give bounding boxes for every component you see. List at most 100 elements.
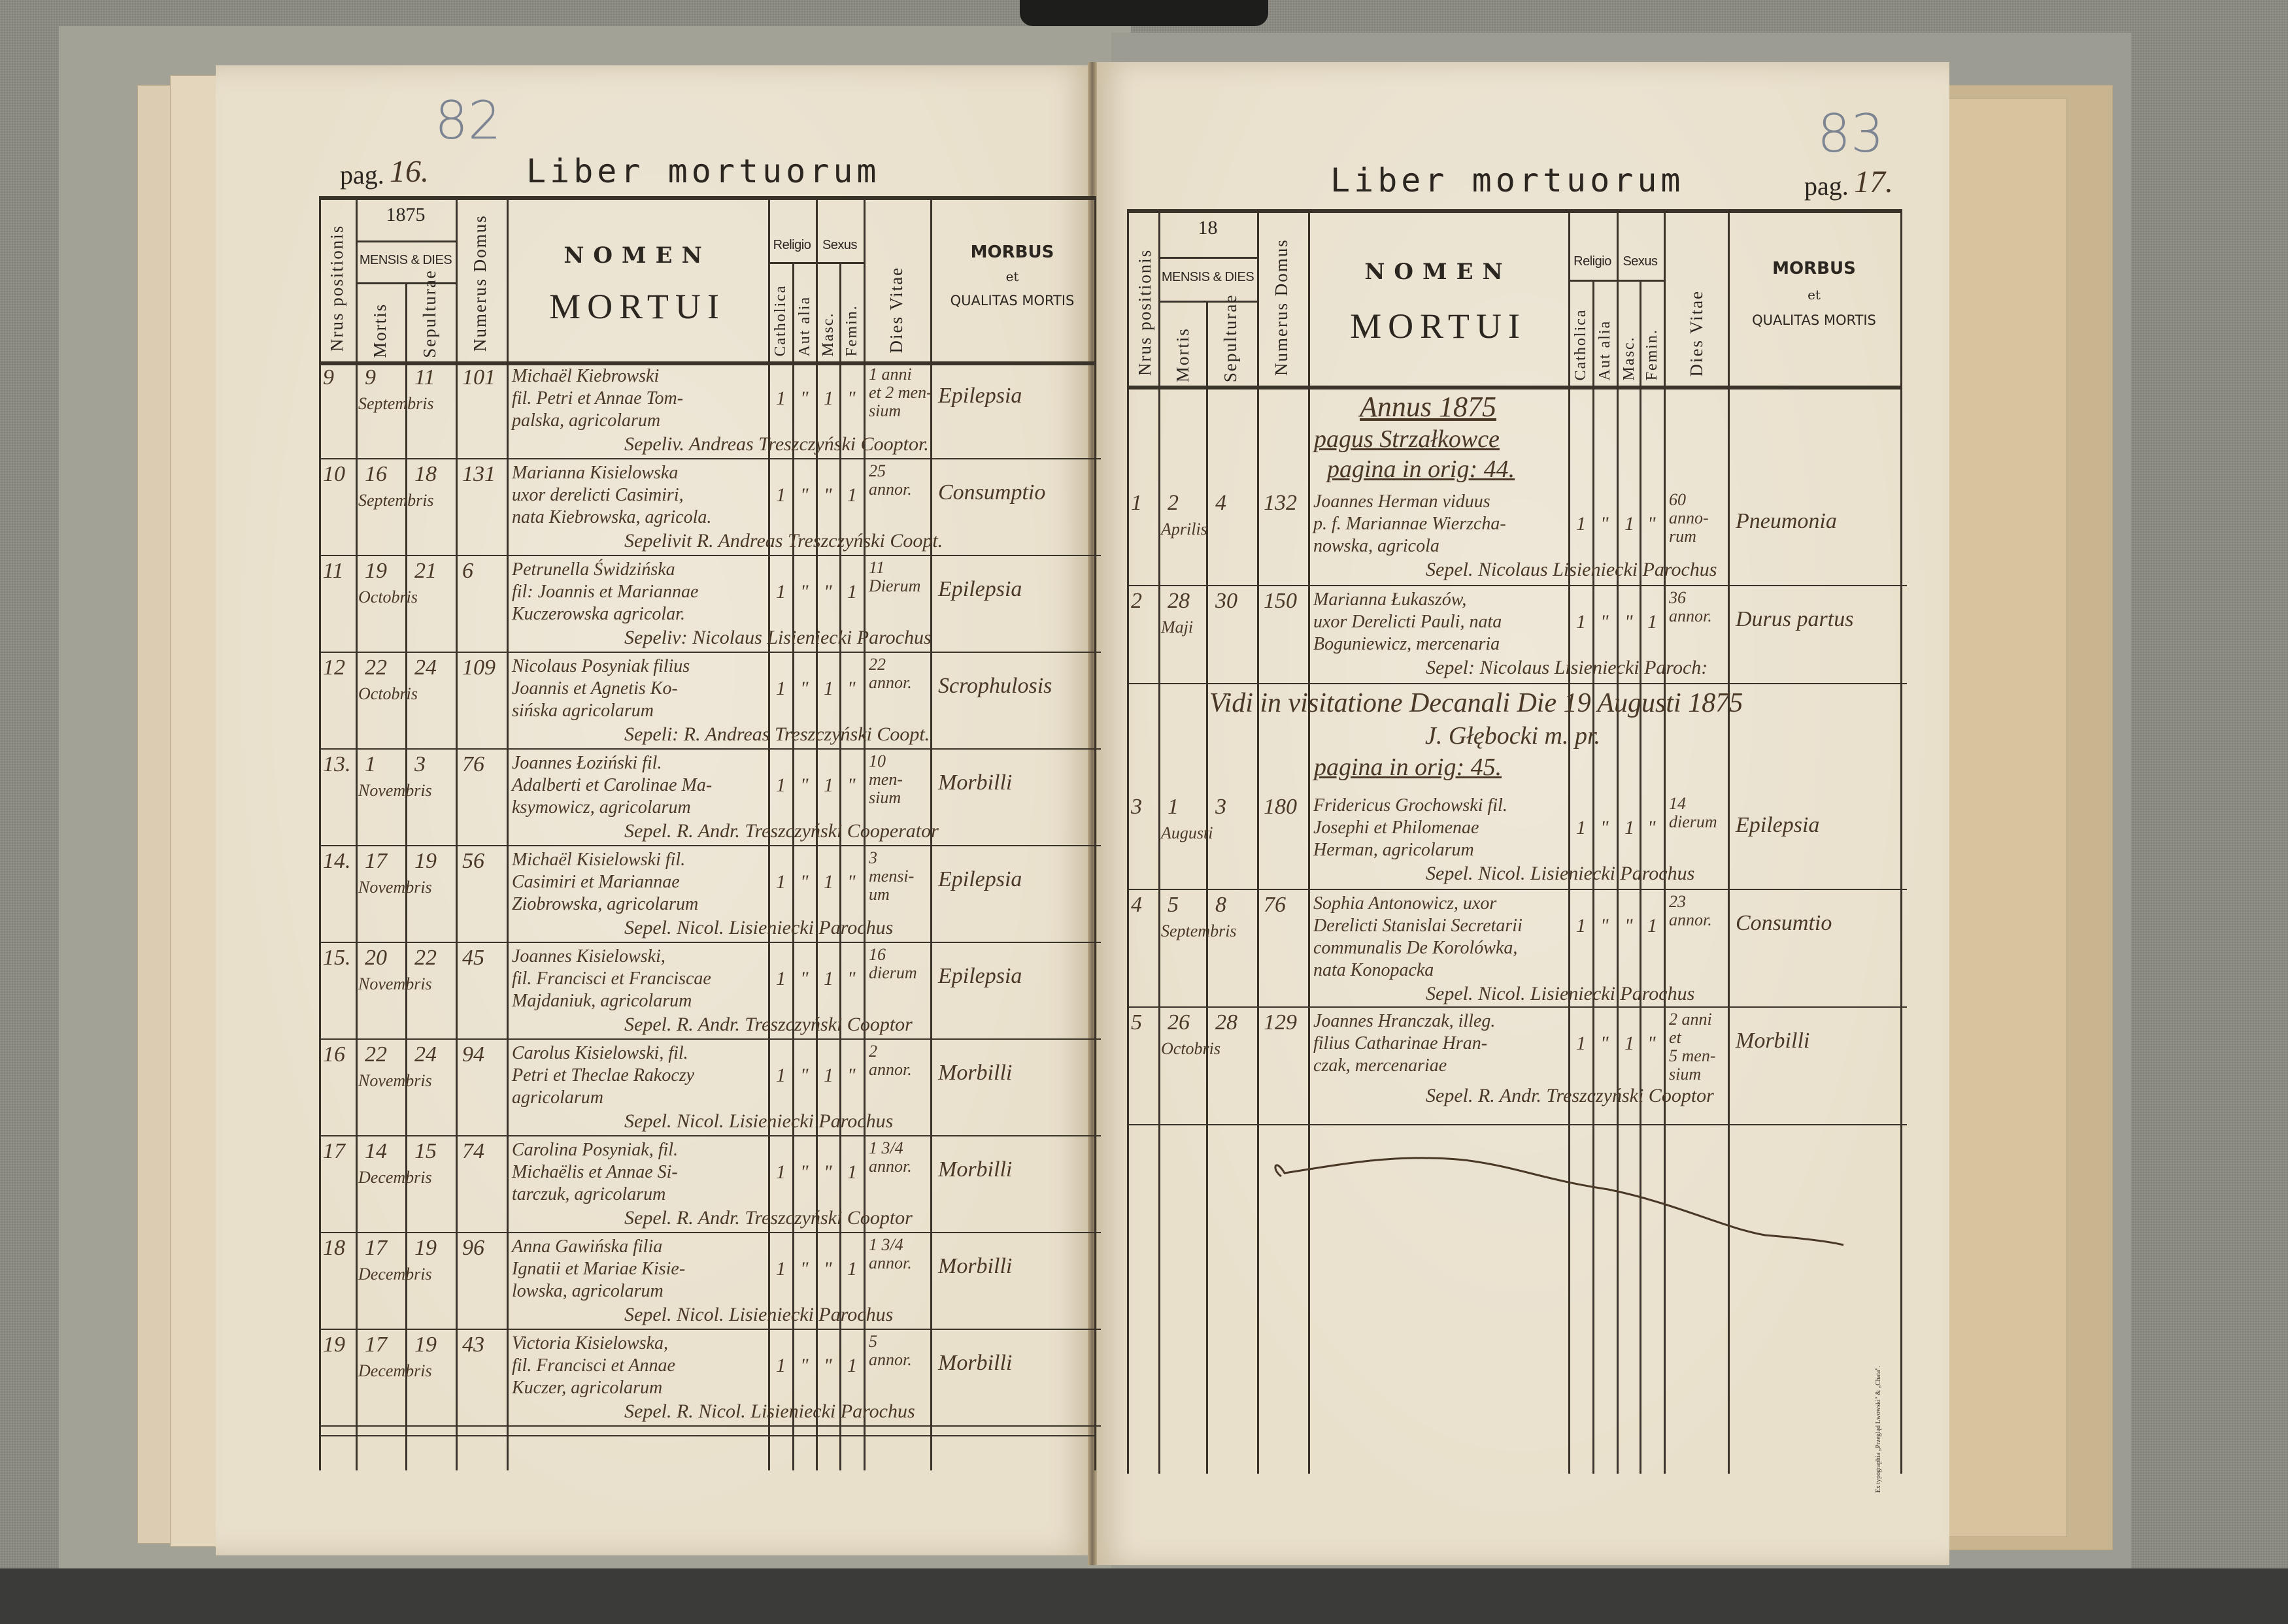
religio-header: Religio [1573, 254, 1611, 269]
burial-day: 3 [1215, 795, 1226, 819]
column-rule [816, 196, 818, 1470]
pagina-orig-45: pagina in orig: 45. [1314, 754, 1502, 781]
burial-day: 28 [1215, 1010, 1237, 1035]
catholica-value: 1 [776, 871, 786, 893]
name-line: Joannes Hranczak, illeg. [1313, 1011, 1496, 1031]
row-rule [319, 1038, 1101, 1040]
femin-value: " [847, 1065, 856, 1086]
numerus-domus-header: Numerus Domus [1271, 239, 1291, 376]
row-rule [319, 845, 1101, 846]
disease: Epilepsia [1736, 813, 1820, 837]
name-line: Joannis et Agnetis Ko- [512, 678, 678, 699]
femin-value: 1 [1647, 915, 1657, 936]
book-clip [1020, 0, 1268, 26]
age-line: et [1669, 1028, 1681, 1047]
row-rule [319, 652, 1101, 653]
row-rule [1127, 683, 1907, 684]
disease: Consumptio [938, 480, 1046, 505]
name-line: Joannes Łoziński fil. [512, 753, 662, 773]
age-line: 36 [1669, 588, 1686, 607]
sepulturae-header: Sepulturae [420, 269, 439, 358]
month: Decembris [358, 1361, 432, 1380]
age-line: 5 men- [1669, 1046, 1716, 1065]
catholica-value: 1 [776, 678, 786, 699]
age-line: annor. [869, 480, 912, 499]
entry-number: 17 [323, 1139, 345, 1163]
column-rule [456, 196, 458, 1470]
catholica-value: 1 [776, 1355, 786, 1376]
name-line: Ignatii et Mariae Kisie- [512, 1259, 686, 1279]
catholica-header: Catholica [772, 284, 789, 357]
femin-value: " [1647, 513, 1656, 535]
aut-alia-value: " [800, 1355, 809, 1376]
death-day: 28 [1168, 589, 1190, 613]
house-number: 76 [462, 752, 484, 776]
house-number: 94 [462, 1042, 484, 1067]
burial-day: 24 [414, 1042, 437, 1067]
page-number-right: 17. [1854, 165, 1893, 199]
house-number: 74 [462, 1139, 484, 1163]
death-day: 20 [365, 946, 387, 970]
disease: Scrophulosis [938, 674, 1052, 698]
page-number-left: 16. [390, 154, 429, 189]
name-line: nowska, agricola [1313, 536, 1439, 556]
house-number: 6 [462, 559, 473, 583]
age-line: annor. [869, 1350, 912, 1369]
religio-sexus-rule [768, 262, 864, 265]
aut-alia-value: " [1600, 513, 1609, 535]
femin-value: " [847, 968, 856, 989]
month: Septembris [1161, 921, 1237, 940]
name-line: Petrunella Świdzińska [512, 559, 675, 580]
femin-value: " [847, 678, 856, 699]
name-line: Fridericus Grochowski fil. [1313, 795, 1507, 816]
death-day: 5 [1168, 893, 1179, 917]
age-line: et 2 men- [869, 383, 932, 402]
name-line: Michaël Kisielowski fil. [512, 850, 686, 870]
masc-value: 1 [1624, 513, 1634, 535]
table-end-rule [319, 1435, 1094, 1436]
archive-number-left: 82 [435, 90, 501, 151]
femin-value: " [1647, 817, 1656, 838]
age-line: 22 [869, 655, 886, 674]
visitation-signature: J. Głębocki m. pr. [1425, 722, 1601, 750]
year-header: 18 [1198, 217, 1218, 239]
death-day: 17 [365, 1333, 387, 1357]
burial-officiant: Sepel. R. Andr. Treszczyński Cooptor [1426, 1085, 1714, 1106]
masc-value: " [824, 484, 832, 506]
page-prefix-left: pag. [340, 160, 384, 190]
et-label: et [1808, 286, 1821, 303]
aut-alia-value: " [800, 678, 809, 699]
entry-number: 18 [323, 1236, 345, 1260]
name-line: Joannes Herman viduus [1313, 491, 1490, 512]
age-line: sium [869, 401, 901, 420]
burial-day: 8 [1215, 893, 1226, 917]
burial-officiant: Sepel. Nicol. Lisieniecki Parochus [624, 1110, 894, 1132]
burial-day: 30 [1215, 589, 1237, 613]
disease: Morbilli [938, 1351, 1013, 1375]
name-line: Casimiri et Mariannae [512, 872, 680, 892]
column-rule [507, 196, 509, 1470]
aut-alia-value: " [1600, 915, 1609, 936]
house-number: 43 [462, 1333, 484, 1357]
burial-officiant: Sepel. Nicolaus Lisieniecki Parochus [1426, 559, 1717, 580]
column-rule [1664, 209, 1666, 1474]
burial-day: 15 [414, 1139, 437, 1163]
dies-vitae-header: Dies Vitae [886, 266, 906, 354]
row-rule [319, 1135, 1101, 1136]
name-line: communalis De Korolówka, [1313, 938, 1518, 958]
death-day: 22 [365, 1042, 387, 1067]
name-line: Ziobrowska, agricolarum [512, 894, 699, 914]
year-header: 1875 [386, 204, 426, 225]
entry-number: 16 [323, 1042, 345, 1067]
name-line: fil. Petri et Annae Tom- [512, 388, 684, 408]
name-line: sińska agricolarum [512, 701, 654, 721]
month: Novembris [358, 781, 432, 800]
catholica-value: 1 [776, 581, 786, 603]
death-day: 9 [365, 365, 376, 389]
month: Octobris [358, 588, 418, 606]
table-top-rule [1127, 209, 1900, 213]
mortis-header: Mortis [1173, 327, 1192, 382]
name-line: Majdaniuk, agricolarum [512, 991, 692, 1011]
name-line: czak, mercenariae [1313, 1055, 1447, 1076]
entry-number: 19 [323, 1333, 345, 1357]
